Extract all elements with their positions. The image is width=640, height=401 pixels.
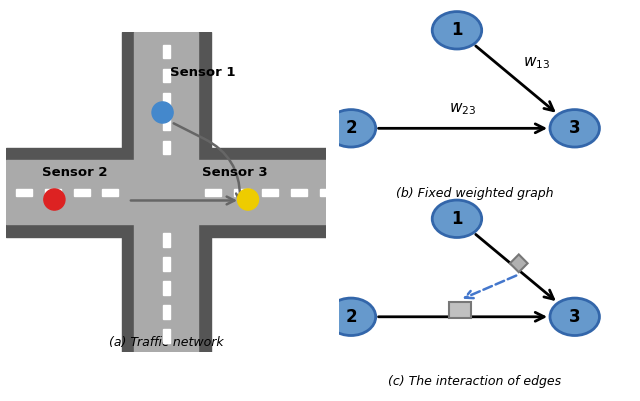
Circle shape <box>432 200 482 237</box>
Bar <box>163 282 170 295</box>
Circle shape <box>237 189 259 210</box>
Circle shape <box>550 298 600 336</box>
Text: Sensor 1: Sensor 1 <box>170 66 235 79</box>
Text: 2: 2 <box>345 119 356 137</box>
Bar <box>102 189 118 196</box>
Circle shape <box>326 109 376 147</box>
Bar <box>163 330 170 343</box>
Bar <box>16 189 32 196</box>
Text: 3: 3 <box>569 119 580 137</box>
Bar <box>74 189 90 196</box>
Bar <box>234 189 250 196</box>
Bar <box>6 148 326 237</box>
Bar <box>163 306 170 319</box>
Text: Sensor 3: Sensor 3 <box>202 166 268 180</box>
Bar <box>163 69 170 82</box>
Bar <box>163 233 170 247</box>
Bar <box>134 32 198 352</box>
Text: (c) The interaction of edges: (c) The interaction of edges <box>388 375 561 388</box>
Text: (a) Traffic network: (a) Traffic network <box>109 336 224 349</box>
Text: $w_{23}$: $w_{23}$ <box>449 102 476 117</box>
Text: Sensor 2: Sensor 2 <box>42 166 107 180</box>
Bar <box>6 160 326 225</box>
Text: 1: 1 <box>451 21 463 39</box>
Circle shape <box>432 12 482 49</box>
Bar <box>205 189 221 196</box>
Bar <box>163 257 170 271</box>
Bar <box>320 189 336 196</box>
Bar <box>45 189 61 196</box>
Text: 1: 1 <box>451 210 463 228</box>
Polygon shape <box>449 302 470 318</box>
Polygon shape <box>510 254 527 272</box>
Circle shape <box>152 102 173 123</box>
Text: (b) Fixed weighted graph: (b) Fixed weighted graph <box>396 186 554 200</box>
Circle shape <box>550 109 600 147</box>
Bar <box>291 189 307 196</box>
Text: 2: 2 <box>345 308 356 326</box>
Circle shape <box>44 189 65 210</box>
Bar <box>163 93 170 106</box>
Bar <box>122 32 211 352</box>
Text: $w_{13}$: $w_{13}$ <box>523 55 550 71</box>
Bar <box>163 117 170 130</box>
Text: 3: 3 <box>569 308 580 326</box>
Bar <box>163 141 170 154</box>
Circle shape <box>326 298 376 336</box>
Bar <box>262 189 278 196</box>
Bar <box>163 45 170 58</box>
